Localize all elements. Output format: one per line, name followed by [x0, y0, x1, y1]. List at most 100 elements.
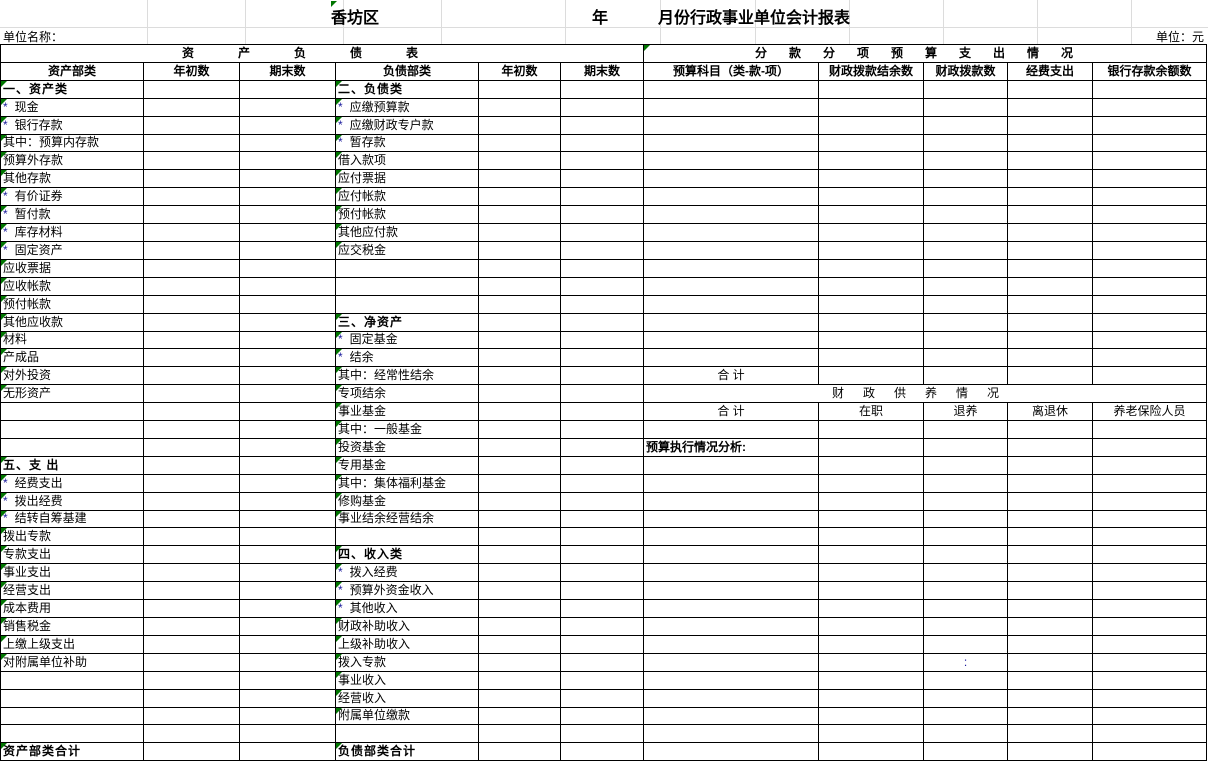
column-header[interactable]: 资产部类 — [0, 61, 144, 81]
asset-row-label[interactable]: 销售税金 — [0, 617, 144, 636]
liability-row-label[interactable]: 专项结余 — [335, 384, 479, 404]
value-cell[interactable] — [923, 79, 1008, 99]
budget-expense-section-title[interactable]: 分款分项预算支出情况 — [643, 44, 1207, 63]
value-cell[interactable] — [560, 402, 644, 422]
value-cell[interactable] — [818, 706, 924, 726]
value-cell[interactable] — [478, 223, 561, 242]
column-header[interactable]: 年初数 — [143, 61, 240, 81]
asset-row-label[interactable]: * 拨出经费 — [0, 491, 144, 511]
value-cell[interactable] — [143, 634, 240, 654]
value-cell[interactable] — [143, 97, 240, 117]
value-cell[interactable] — [478, 115, 561, 135]
value-cell[interactable] — [1007, 581, 1093, 601]
value-cell[interactable] — [923, 294, 1008, 314]
value-cell[interactable] — [923, 348, 1008, 368]
value-cell[interactable] — [478, 437, 561, 457]
asset-row-label[interactable]: 其他存款 — [0, 169, 144, 189]
value-cell[interactable] — [643, 312, 819, 332]
asset-row-label-empty[interactable] — [0, 724, 144, 744]
value-cell[interactable] — [643, 617, 819, 636]
value-cell[interactable] — [478, 366, 561, 386]
asset-row-label[interactable]: * 经费支出 — [0, 473, 144, 493]
liability-row-label[interactable]: * 预算外资金收入 — [335, 581, 479, 601]
value-cell[interactable] — [478, 258, 561, 278]
value-cell[interactable] — [560, 527, 644, 547]
value-cell[interactable] — [1092, 151, 1207, 171]
value-cell[interactable] — [143, 437, 240, 457]
value-cell[interactable] — [239, 527, 336, 547]
value-cell[interactable] — [478, 276, 561, 296]
value-cell[interactable] — [143, 115, 240, 135]
fiscal-support-section-title[interactable]: 财政供养情况 — [643, 384, 1207, 404]
budget-total-label[interactable]: 合 计 — [643, 366, 819, 386]
value-cell[interactable] — [818, 169, 924, 189]
value-cell[interactable] — [643, 169, 819, 189]
column-header[interactable]: 经费支出 — [1007, 61, 1093, 81]
value-cell[interactable] — [818, 473, 924, 493]
value-cell[interactable] — [239, 724, 336, 744]
value-cell[interactable] — [923, 455, 1008, 475]
value-cell[interactable] — [478, 706, 561, 726]
value-cell[interactable] — [1007, 115, 1093, 135]
value-cell[interactable] — [560, 617, 644, 636]
value-cell[interactable] — [1007, 312, 1093, 332]
liability-row-label[interactable]: 附属单位缴款 — [335, 706, 479, 726]
currency-unit-label[interactable]: 单位：元 — [1155, 30, 1204, 44]
asset-row-label[interactable]: 拨出专款 — [0, 527, 144, 547]
value-cell[interactable] — [478, 420, 561, 439]
value-cell[interactable] — [818, 205, 924, 225]
value-cell[interactable] — [923, 563, 1008, 583]
value-cell[interactable] — [923, 724, 1008, 744]
value-cell[interactable] — [1007, 330, 1093, 350]
liability-row-label[interactable]: * 应缴预算款 — [335, 97, 479, 117]
value-cell[interactable] — [818, 151, 924, 171]
value-cell[interactable] — [1092, 706, 1207, 726]
value-cell[interactable] — [239, 473, 336, 493]
value-cell[interactable] — [923, 509, 1008, 529]
column-header[interactable]: 期末数 — [239, 61, 336, 81]
liability-row-label[interactable]: 修购基金 — [335, 491, 479, 511]
liability-row-label[interactable]: 四、收入类 — [335, 545, 479, 565]
column-header[interactable]: 财政拨款数 — [923, 61, 1008, 81]
value-cell[interactable] — [1007, 187, 1093, 207]
support-active-header[interactable]: 在职 — [818, 402, 924, 422]
value-cell[interactable] — [1092, 455, 1207, 475]
value-cell[interactable] — [1007, 473, 1093, 493]
value-cell[interactable] — [239, 151, 336, 171]
value-cell[interactable] — [560, 205, 644, 225]
value-cell[interactable] — [643, 97, 819, 117]
value-cell[interactable] — [643, 115, 819, 135]
asset-row-label[interactable]: * 固定资产 — [0, 240, 144, 260]
value-cell[interactable] — [923, 742, 1008, 762]
value-cell[interactable] — [560, 384, 644, 404]
liability-row-label[interactable]: * 固定基金 — [335, 330, 479, 350]
value-cell[interactable] — [478, 742, 561, 762]
value-cell[interactable] — [643, 276, 819, 296]
value-cell[interactable] — [1007, 688, 1093, 708]
liability-row-label[interactable]: 借入款项 — [335, 151, 479, 171]
value-cell[interactable] — [1007, 420, 1093, 439]
value-cell[interactable] — [1007, 276, 1093, 296]
value-cell[interactable] — [239, 169, 336, 189]
liability-row-label[interactable]: 事业基金 — [335, 402, 479, 422]
value-cell[interactable] — [818, 420, 924, 439]
value-cell[interactable] — [923, 115, 1008, 135]
value-cell[interactable] — [239, 223, 336, 242]
value-cell[interactable] — [643, 706, 819, 726]
value-cell[interactable] — [923, 527, 1008, 547]
value-cell[interactable] — [560, 509, 644, 529]
asset-row-label[interactable]: * 现金 — [0, 97, 144, 117]
value-cell[interactable] — [143, 688, 240, 708]
value-cell[interactable] — [923, 688, 1008, 708]
value-cell[interactable] — [1092, 240, 1207, 260]
value-cell[interactable] — [1092, 581, 1207, 601]
value-cell[interactable] — [478, 294, 561, 314]
value-cell[interactable] — [818, 742, 924, 762]
value-cell[interactable] — [923, 473, 1008, 493]
stray-colon-cell[interactable]: : — [923, 652, 1008, 672]
value-cell[interactable] — [923, 187, 1008, 207]
value-cell[interactable] — [143, 724, 240, 744]
value-cell[interactable] — [1007, 294, 1093, 314]
value-cell[interactable] — [923, 97, 1008, 117]
value-cell[interactable] — [1092, 133, 1207, 153]
